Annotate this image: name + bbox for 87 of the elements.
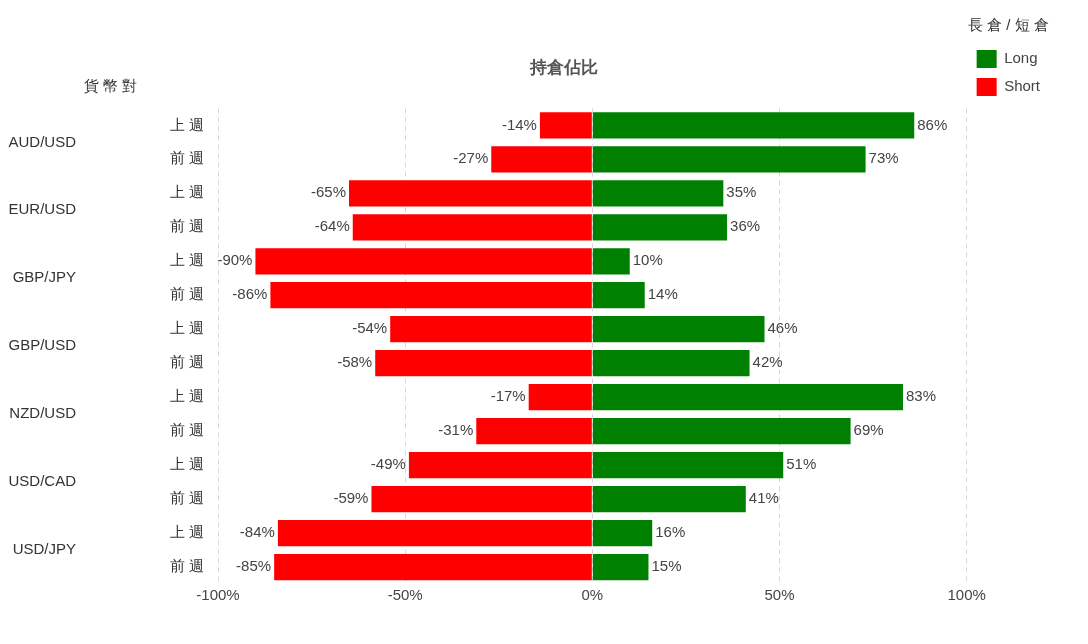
- bar: [592, 146, 866, 173]
- bar: [592, 418, 851, 445]
- bar: [592, 282, 645, 309]
- data-label: 35%: [726, 183, 757, 201]
- y-tick-label: 上 週: [169, 251, 204, 269]
- bar: [592, 214, 728, 241]
- bar: [274, 553, 592, 581]
- data-label: 69%: [853, 421, 884, 439]
- data-label: 41%: [748, 489, 779, 507]
- y-tick-label: 前 週: [169, 285, 204, 303]
- text: USD/CAD: [8, 472, 77, 490]
- y-tick-label: 前 週: [169, 217, 204, 235]
- bar: [592, 248, 630, 275]
- text: GBP/JPY: [12, 268, 76, 286]
- bar: [349, 180, 592, 207]
- y-tick-label: 前 週: [169, 421, 204, 439]
- bar: [592, 451, 784, 479]
- y-tick-label: 前 週: [169, 353, 204, 371]
- data-label: -59%: [333, 489, 369, 507]
- y-tick-label: 上 週: [169, 455, 204, 473]
- data-label: 83%: [906, 387, 937, 405]
- data-label: -54%: [352, 319, 388, 337]
- bar: [408, 451, 592, 479]
- bar: [491, 146, 592, 173]
- bar: [390, 316, 592, 343]
- legend-title: 長 倉 / 短 倉: [967, 15, 1049, 33]
- data-label: -86%: [232, 285, 268, 303]
- data-label: 36%: [730, 217, 761, 235]
- data-label: -49%: [370, 455, 406, 473]
- y-axis-title: 貨 幣 對: [84, 76, 138, 94]
- data-label: -17%: [490, 387, 526, 405]
- y-tick-label: 前 週: [169, 149, 204, 167]
- bar: [476, 418, 592, 445]
- bar: [539, 112, 592, 139]
- x-tick-label: 0%: [581, 586, 604, 604]
- y-tick-label: 上 週: [169, 183, 204, 201]
- y-tick-label: 前 週: [169, 557, 204, 575]
- bar: [592, 180, 724, 207]
- y-tick-label: 上 週: [169, 115, 204, 133]
- x-tick-label: 100%: [947, 586, 986, 604]
- text: EUR/USD: [8, 200, 77, 218]
- x-tick-label: -100%: [196, 586, 240, 604]
- bar: [592, 519, 653, 547]
- x-tick-label: -50%: [387, 586, 423, 604]
- data-label: -90%: [217, 251, 253, 269]
- data-label: -31%: [438, 421, 474, 439]
- data-label: -85%: [236, 557, 272, 575]
- bar: [528, 384, 592, 411]
- bar: [592, 485, 746, 513]
- data-label: -65%: [310, 183, 347, 201]
- bar: [592, 316, 765, 343]
- data-label: 51%: [786, 455, 817, 473]
- data-label: 73%: [868, 149, 899, 167]
- bar: [592, 553, 649, 581]
- bar: [352, 214, 592, 241]
- data-label: 15%: [651, 557, 682, 575]
- bar: [592, 350, 750, 377]
- data-label: 14%: [647, 285, 678, 303]
- data-label: -84%: [239, 523, 275, 541]
- data-label: -58%: [337, 353, 373, 371]
- text: AUD/USD: [8, 132, 77, 150]
- chart-title: 持倉佔比: [529, 57, 598, 77]
- data-label: 42%: [752, 353, 783, 371]
- bar: [592, 112, 915, 139]
- bar: [375, 350, 592, 377]
- y-tick-label: 前 週: [169, 489, 204, 507]
- text: GBP/USD: [8, 336, 77, 354]
- legend-label: Long: [1004, 49, 1038, 67]
- y-tick-label: 上 週: [169, 387, 204, 405]
- bar: [255, 248, 592, 275]
- bar: [592, 384, 904, 411]
- bar: [371, 485, 592, 513]
- data-label: 46%: [767, 319, 798, 337]
- data-label: 16%: [655, 523, 686, 541]
- y-tick-label: 上 週: [169, 319, 204, 337]
- text: NZD/USD: [9, 404, 77, 422]
- bar: [270, 282, 592, 309]
- legend-label: Short: [1004, 77, 1041, 95]
- data-label: 10%: [632, 251, 663, 269]
- y-tick-label: 上 週: [169, 523, 204, 541]
- x-tick-label: 50%: [764, 586, 795, 604]
- data-label: 86%: [917, 115, 948, 133]
- data-label: -27%: [453, 149, 489, 167]
- bar: [277, 519, 592, 547]
- data-label: -14%: [501, 115, 537, 133]
- text: USD/JPY: [12, 540, 76, 558]
- data-label: -64%: [314, 217, 350, 235]
